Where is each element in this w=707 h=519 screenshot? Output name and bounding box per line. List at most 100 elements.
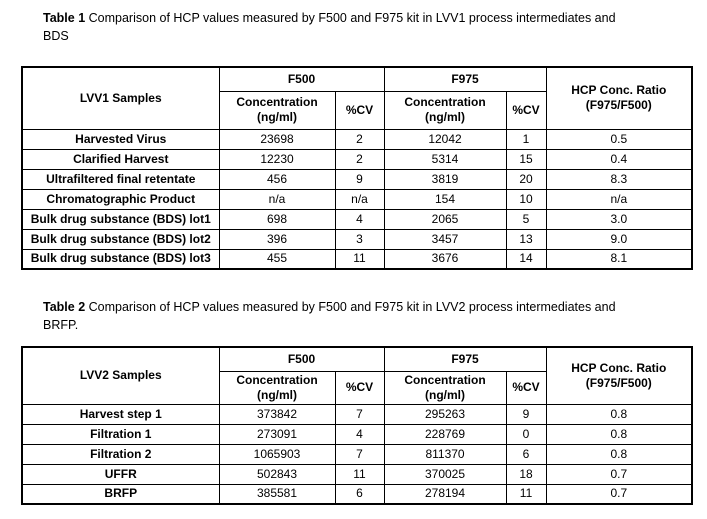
table2-caption: Table 2 Comparison of HCP values measure… [43,299,691,334]
cell-f975-cv: 9 [505,403,547,425]
table2-caption-label: Table 2 [43,300,86,314]
table2-samples-column-header: LVV2 Samples [21,346,220,405]
table1-f500-group-header: F500 [218,66,385,92]
table-row: Harvested Virus 23698 2 12042 1 0.5 [21,128,693,150]
cell-f500-cv: 4 [334,208,385,230]
table1-f500-concentration-header: Concentration (ng/ml) [218,90,336,130]
table1-f975-concentration-header: Concentration (ng/ml) [383,90,507,130]
cell-sample: Ultrafiltered final retentate [21,168,220,190]
hcp-table-lvv2: LVV2 Samples F500 F975 HCP Conc. Ratio (… [21,346,694,505]
cell-f975-concentration: 2065 [383,208,507,230]
table-row: Bulk drug substance (BDS) lot1 698 4 206… [21,208,693,230]
table1-ratio-column-header: HCP Conc. Ratio (F975/F500) [545,66,693,130]
table1-samples-column-header: LVV1 Samples [21,66,220,130]
table1-f500-cv-header: %CV [334,90,385,130]
cell-sample: Filtration 2 [21,443,220,465]
cell-sample: Chromatographic Product [21,188,220,210]
cell-f975-concentration: 295263 [383,403,507,425]
cell-ratio: 0.5 [545,128,693,150]
cell-ratio: 9.0 [545,228,693,250]
table1-f975-group-header: F975 [383,66,547,92]
cell-f975-cv: 11 [505,483,547,505]
cell-f500-cv: 11 [334,248,385,270]
cell-f500-cv: 6 [334,483,385,505]
cell-ratio: 0.8 [545,423,693,445]
cell-f500-cv: 4 [334,423,385,445]
cell-f500-cv: 2 [334,128,385,150]
cell-f975-concentration: 3457 [383,228,507,250]
cell-sample: Harvest step 1 [21,403,220,425]
table2-caption-text: Comparison of HCP values measured by F50… [88,300,616,314]
cell-f975-cv: 0 [505,423,547,445]
cell-f975-cv: 1 [505,128,547,150]
table-row: Filtration 2 1065903 7 811370 6 0.8 [21,443,693,465]
cell-f975-concentration: 154 [383,188,507,210]
cell-f500-cv: 7 [334,403,385,425]
table-row: Ultrafiltered final retentate 456 9 3819… [21,168,693,190]
table-row: Bulk drug substance (BDS) lot3 455 11 36… [21,248,693,270]
cell-f975-cv: 6 [505,443,547,465]
table1-header-row-2: Concentration (ng/ml) %CV Concentration … [22,90,692,130]
cell-f975-cv: 15 [505,148,547,170]
cell-sample: Filtration 1 [21,423,220,445]
cell-ratio: 3.0 [545,208,693,230]
cell-f500-concentration: 698 [218,208,336,230]
cell-f500-concentration: 12230 [218,148,336,170]
cell-f975-concentration: 370025 [383,463,507,485]
cell-ratio: 0.8 [545,443,693,465]
cell-f500-cv: 11 [334,463,385,485]
cell-sample: Harvested Virus [21,128,220,150]
hcp-table-lvv1: LVV1 Samples F500 F975 HCP Conc. Ratio (… [21,66,694,270]
cell-f975-concentration: 811370 [383,443,507,465]
cell-sample: Bulk drug substance (BDS) lot1 [21,208,220,230]
table-row: Harvest step 1 373842 7 295263 9 0.8 [21,403,693,425]
cell-sample: UFFR [21,463,220,485]
cell-ratio: 8.1 [545,248,693,270]
table2-header-row-2: Concentration (ng/ml) %CV Concentration … [22,370,692,405]
cell-f975-cv: 10 [505,188,547,210]
cell-ratio: 0.4 [545,148,693,170]
cell-f975-concentration: 228769 [383,423,507,445]
cell-f975-cv: 5 [505,208,547,230]
table-row: UFFR 502843 11 370025 18 0.7 [21,463,693,485]
cell-f500-concentration: 23698 [218,128,336,150]
cell-f975-cv: 13 [505,228,547,250]
table2-f975-concentration-header: Concentration (ng/ml) [383,370,507,405]
table1-caption: Table 1 Comparison of HCP values measure… [43,10,691,45]
table1-header-row-1: LVV1 Samples F500 F975 HCP Conc. Ratio (… [21,66,693,130]
table1-caption-text: Comparison of HCP values measured by F50… [88,11,616,25]
table2-f500-group-header: F500 [218,346,385,372]
cell-f500-concentration: 455 [218,248,336,270]
table1-caption-label: Table 1 [43,11,86,25]
table1-f975-cv-header: %CV [505,90,547,130]
cell-sample: Bulk drug substance (BDS) lot2 [21,228,220,250]
cell-f500-cv: n/a [334,188,385,210]
cell-f500-cv: 3 [334,228,385,250]
cell-f975-cv: 18 [505,463,547,485]
cell-f500-concentration: 373842 [218,403,336,425]
cell-f500-concentration: 396 [218,228,336,250]
cell-f975-cv: 14 [505,248,547,270]
cell-sample: Bulk drug substance (BDS) lot3 [21,248,220,270]
cell-f500-cv: 9 [334,168,385,190]
table2-f975-cv-header: %CV [505,370,547,405]
table2-header-row-1: LVV2 Samples F500 F975 HCP Conc. Ratio (… [21,346,693,405]
table2-ratio-column-header: HCP Conc. Ratio (F975/F500) [545,346,693,405]
cell-f500-concentration: 502843 [218,463,336,485]
cell-f975-concentration: 278194 [383,483,507,505]
cell-ratio: 0.7 [545,483,693,505]
cell-f500-cv: 7 [334,443,385,465]
table2-caption-text-line2: BRFP. [43,317,79,332]
table2-f500-concentration-header: Concentration (ng/ml) [218,370,336,405]
cell-f500-concentration: n/a [218,188,336,210]
table-row: Bulk drug substance (BDS) lot2 396 3 345… [21,228,693,250]
table-row: Chromatographic Product n/a n/a 154 10 n… [21,188,693,210]
cell-f975-concentration: 3819 [383,168,507,190]
cell-f500-concentration: 385581 [218,483,336,505]
cell-f500-concentration: 273091 [218,423,336,445]
cell-f500-cv: 2 [334,148,385,170]
cell-ratio: 8.3 [545,168,693,190]
cell-f975-concentration: 5314 [383,148,507,170]
cell-f975-cv: 20 [505,168,547,190]
